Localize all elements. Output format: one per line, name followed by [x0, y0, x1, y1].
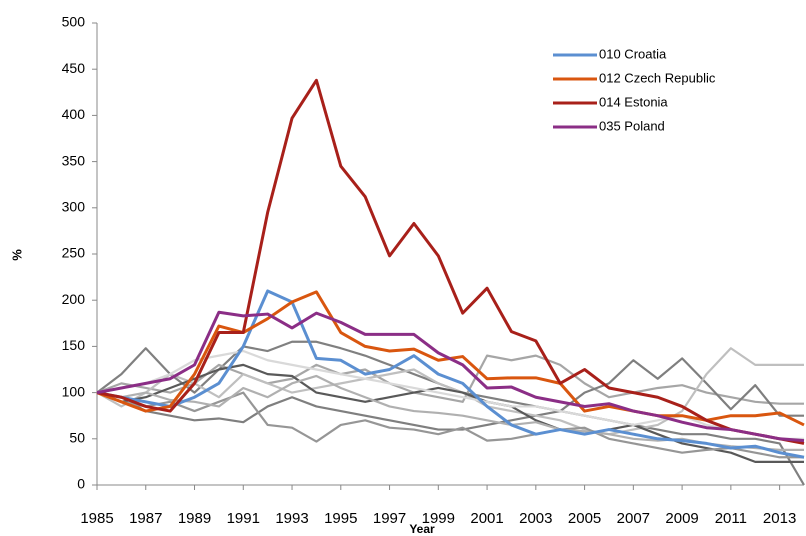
- background-line: [96, 391, 804, 459]
- background-line: [96, 374, 804, 451]
- x-tick-label: 2011: [715, 510, 747, 527]
- y-tick-label: 350: [62, 152, 86, 168]
- y-tick-label: 300: [62, 199, 86, 215]
- x-tick-label: 2001: [470, 510, 503, 527]
- legend-label: 035 Poland: [599, 118, 665, 133]
- x-tick-label: 1987: [129, 510, 162, 527]
- legend-label: 012 Czech Republic: [599, 70, 716, 85]
- background-line: [96, 363, 804, 463]
- x-tick-label: 2003: [519, 510, 552, 527]
- background-line: [96, 357, 804, 431]
- x-tick-label: 1985: [80, 510, 113, 527]
- y-tick-label: 50: [69, 430, 85, 446]
- y-tick-label: 450: [62, 60, 86, 76]
- x-tick-label: 2009: [665, 510, 698, 527]
- x-tick-label: 1991: [227, 510, 260, 527]
- y-tick-label: 400: [62, 106, 86, 122]
- x-tick-label: 2007: [617, 510, 650, 527]
- background-line: [96, 354, 804, 405]
- y-tick-label: 250: [62, 245, 86, 261]
- x-axis-label: Year: [409, 522, 435, 536]
- legend-label: 010 Croatia: [599, 46, 667, 61]
- series-line: [96, 78, 805, 445]
- x-tick-label: 2013: [763, 510, 796, 527]
- x-tick-label: 1989: [178, 510, 211, 527]
- y-tick-label: 100: [62, 383, 86, 399]
- x-tick-label: 1995: [324, 510, 357, 527]
- series-line: [96, 310, 805, 443]
- x-tick-label: 2005: [568, 510, 601, 527]
- x-tick-label: 1997: [373, 510, 406, 527]
- y-tick-label: 500: [62, 14, 86, 30]
- x-tick-label: 1993: [275, 510, 308, 527]
- y-axis-label: %: [9, 249, 24, 261]
- y-tick-label: 150: [62, 337, 86, 353]
- legend-label: 014 Estonia: [599, 94, 668, 109]
- background-line: [96, 347, 804, 436]
- y-tick-label: 200: [62, 291, 86, 307]
- series-line: [96, 289, 805, 459]
- y-tick-label: 0: [77, 476, 85, 492]
- x-tick-label: 1999: [422, 510, 455, 527]
